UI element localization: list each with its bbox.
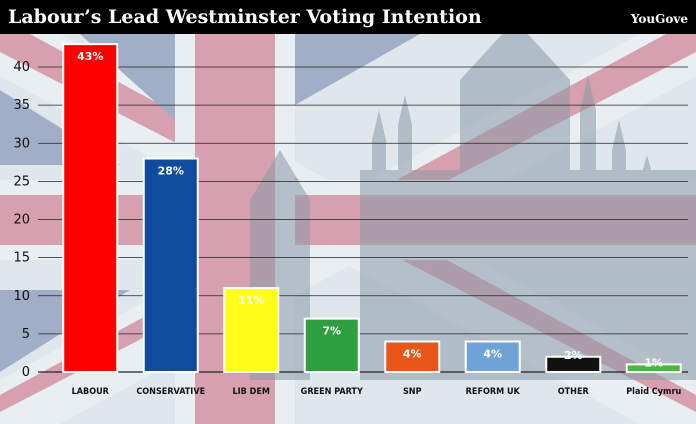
bar — [303, 317, 360, 373]
category-label: REFORM UK — [466, 387, 521, 397]
category-label: SNP — [403, 387, 422, 397]
data-labels: 43% 28% 11% 7% 4% 4% 2% 1% — [77, 50, 663, 369]
bar — [223, 287, 280, 373]
category-label: LIB DEM — [233, 387, 270, 397]
chart-title: Labour’s Lead Westminster Voting Intenti… — [8, 6, 482, 28]
gridlines — [38, 66, 688, 373]
bar — [62, 43, 119, 373]
bars — [62, 43, 682, 373]
y-axis-ticks: 0 5 10 15 20 25 30 35 40 — [13, 60, 30, 380]
header-bar — [0, 0, 696, 34]
bar — [625, 363, 682, 373]
data-label: 28% — [158, 165, 184, 178]
y-tick-label: 10 — [13, 289, 30, 304]
y-tick-label: 5 — [22, 327, 30, 342]
bar — [464, 340, 521, 373]
y-tick-label: 25 — [13, 174, 30, 189]
category-label: GREEN PARTY — [301, 387, 363, 397]
data-label: 43% — [77, 50, 103, 63]
bar — [545, 355, 602, 373]
source-label: YouGove — [630, 12, 688, 26]
x-axis-categories: LABOUR CONSERVATIVE LIB DEM GREEN PARTY SNP R… — [72, 387, 682, 397]
bar — [142, 157, 199, 373]
category-label: Plaid Cymru — [626, 387, 681, 397]
category-label: CONSERVATIVE — [136, 387, 205, 397]
y-tick-label: 20 — [13, 213, 30, 228]
data-label: 7% — [322, 325, 341, 338]
category-label: OTHER — [558, 387, 590, 397]
category-label: LABOUR — [72, 387, 110, 397]
y-tick-label: 35 — [13, 98, 30, 113]
y-tick-label: 40 — [13, 60, 30, 75]
data-label: 11% — [238, 294, 264, 307]
data-label: 2% — [564, 349, 583, 362]
y-tick-label: 30 — [13, 136, 30, 151]
bar — [384, 340, 441, 373]
data-label: 4% — [403, 348, 422, 361]
y-tick-label: 15 — [13, 251, 30, 266]
parliament-silhouette — [250, 20, 696, 380]
y-tick-label: 0 — [22, 365, 30, 380]
data-label: 1% — [644, 356, 663, 369]
data-label: 4% — [483, 348, 502, 361]
